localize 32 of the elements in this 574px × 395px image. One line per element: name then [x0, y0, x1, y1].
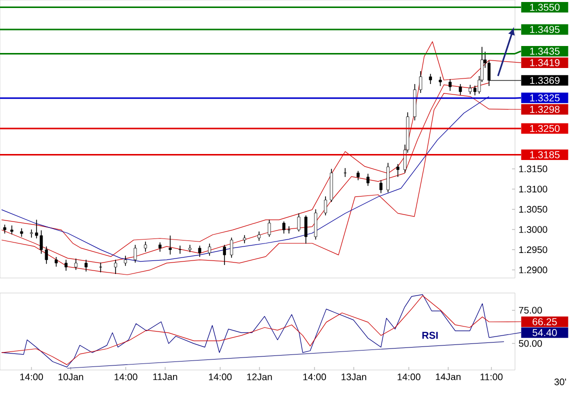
x-tick-label: 14:00: [398, 374, 420, 380]
ref-line-label: 1.3495: [530, 26, 560, 34]
text: 1.3369: [530, 76, 560, 84]
y-tick-label: 1.3100: [519, 186, 548, 192]
x-tick-label: 14:00: [303, 374, 326, 380]
data-label: 1.3419: [530, 59, 560, 66]
series-label: RSI: [422, 332, 438, 339]
ref-line-label: 1.3185: [530, 151, 560, 158]
x-tick-label: 13Jan: [342, 374, 366, 380]
y-tick-label: 1.2950: [519, 246, 548, 254]
ref-line-label: 1.3435: [530, 48, 560, 55]
y-tick-label: 1.3150: [519, 166, 548, 172]
data-label: 1.3298: [530, 106, 560, 113]
y-tick-label: 50.00: [518, 340, 542, 347]
data-label: 54.40: [532, 329, 557, 336]
x-tick-label: 14Jan: [436, 374, 460, 380]
x-tick-label: 11Jan: [153, 374, 178, 380]
ref-line-label: 1.3250: [530, 124, 560, 132]
y-tick-label: 1.3050: [519, 206, 548, 213]
x-tick-label: 14:00: [114, 374, 138, 380]
data-label: 66.25: [532, 318, 557, 326]
x-tick-label: 12Jan: [247, 374, 272, 380]
y-tick-label: 75.00: [519, 306, 542, 314]
x-tick-label: 11:00: [480, 374, 503, 380]
text: 30': [554, 378, 566, 386]
y-tick-label: 1.3000: [519, 226, 548, 233]
ref-line-label: 1.3325: [530, 94, 560, 102]
ref-line-label: 1.3550: [530, 4, 560, 11]
x-tick-label: 14:00: [20, 374, 43, 380]
y-tick-label: 1.2900: [519, 266, 548, 274]
x-tick-label: 14:00: [208, 374, 232, 380]
x-tick-label: 10Jan: [58, 374, 84, 380]
